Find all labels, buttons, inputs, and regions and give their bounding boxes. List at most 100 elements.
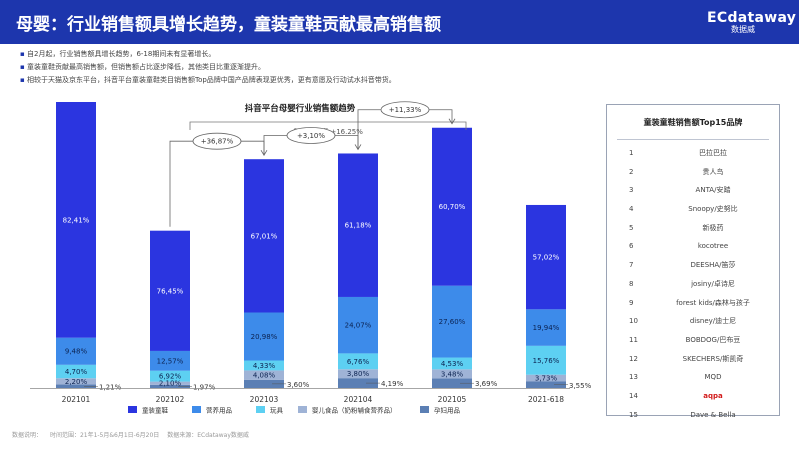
brand-list-item: 7 DEESHA/笛莎	[607, 256, 779, 275]
stacked-bar-chart: 抖音平台母婴行业销售额趋势 1,21% 2,20% 4,70% 9,48% 82,41% 2…	[30, 101, 592, 415]
x-tick-label: 2021-618	[528, 395, 564, 404]
brand-rank: 2	[629, 167, 634, 176]
data-label: 76,45%	[157, 287, 184, 295]
brand-rank: 8	[629, 279, 634, 288]
data-label: 2,10%	[159, 380, 182, 388]
data-label: 3,73%	[535, 375, 558, 383]
brand-rank: 3	[629, 186, 634, 195]
growth-badge	[286, 127, 336, 144]
page-title: 母婴：行业销售额具增长趋势，童装童鞋贡献最高销售额	[16, 15, 441, 35]
legend-swatch	[192, 406, 201, 413]
logo-text: ECdataway	[707, 10, 797, 26]
brand-list: 1 巴拉巴拉 2 贵人鸟 3 ANTA/安踏 4 Snoopy/史努比 5 新极药 6 kocotre…	[607, 144, 779, 424]
chart-title: 抖音平台母婴行业销售额趋势	[245, 103, 356, 114]
bar-segment	[432, 378, 472, 388]
data-label: 3,55%	[569, 382, 592, 390]
brand-rank: 15	[629, 410, 638, 419]
data-label: 6,76%	[347, 358, 370, 366]
bar-segment	[526, 345, 566, 375]
footnote: 数据说明： 时间范围：21年1-5月&6月1日-6月20日 数据来源：ECdat…	[12, 430, 255, 439]
legend-label: 孕妇用品	[434, 406, 460, 415]
bullet-item: 童装童鞋贡献最高销售额，但销售额占比逐步降低，其他类目比重逐渐提升。	[20, 61, 600, 74]
bar-segment	[56, 337, 96, 365]
summary-bullets: 自2月起，行业销售额具增长趋势，6-18期间未有显著增长。 童装童鞋贡献最高销售…	[20, 48, 600, 87]
bar-segment	[244, 370, 284, 380]
data-label: 4,08%	[253, 372, 276, 380]
data-label: 1,21%	[99, 383, 122, 391]
bar-segment	[338, 353, 378, 370]
brand-rank: 12	[629, 354, 638, 363]
arrow-head-icon	[448, 118, 456, 125]
brand-rank: 11	[629, 335, 638, 344]
bar-segment	[150, 230, 190, 351]
brand-rank: 5	[629, 223, 634, 232]
data-label: 24,07%	[345, 322, 372, 330]
data-label: 4,33%	[253, 362, 276, 370]
brand-name: forest kids/森林与孩子	[676, 298, 750, 307]
data-label: 6,92%	[159, 373, 182, 381]
bar-segment	[526, 374, 566, 382]
top15-brand-panel: 童装童鞋销售额Top15品牌 1 巴拉巴拉 2 贵人鸟 3 ANTA/安踏 4 Snoopy/…	[606, 104, 780, 419]
brand-rank: 1	[629, 149, 634, 157]
footnote-label: 数据说明：	[12, 432, 43, 439]
bar-segment	[56, 378, 96, 385]
bar-segment	[56, 364, 96, 379]
data-label: 12,57%	[157, 357, 184, 365]
brand-list-item: 8 josiny/卓诗尼	[607, 275, 779, 294]
growth-label: +11,33%	[389, 106, 422, 114]
brand-list-item: 14 aqpa	[607, 387, 779, 406]
data-label: 67,01%	[251, 232, 278, 240]
legend-swatch	[298, 406, 307, 413]
brand-list-item: 6 kocotree	[607, 237, 779, 256]
brand-name: aqpa	[703, 391, 723, 400]
brand-list-item: 12 SKECHERS/斯凯奇	[607, 350, 779, 369]
brand-rank: 7	[629, 261, 634, 270]
bar-segment	[432, 285, 472, 358]
brand-list-item: 15 Dave & Bella	[607, 406, 779, 425]
brand-name: BOBDOG/巴布豆	[685, 335, 741, 344]
brand-name: josiny/卓诗尼	[691, 279, 735, 288]
legend-swatch	[420, 406, 429, 413]
brand-name: MQD	[704, 373, 722, 382]
footnote-range: 时间范围：21年1-5月&6月1日-6月20日	[49, 432, 160, 439]
brand-rank: 10	[629, 317, 638, 326]
logo-subtext: 数据威	[731, 25, 755, 34]
top15-title: 童装童鞋销售额Top15品牌	[617, 105, 769, 140]
x-tick-label: 202103	[250, 395, 279, 404]
data-label: 4,53%	[441, 360, 464, 368]
footnote-source: 数据来源：ECdataway数据威	[167, 432, 249, 439]
brand-name: ANTA/安踏	[695, 186, 731, 195]
bar-segment	[150, 384, 190, 388]
data-label: 15,76%	[533, 357, 560, 365]
data-label: 60,70%	[439, 203, 466, 211]
brand-name: SKECHERS/斯凯奇	[682, 354, 744, 363]
legend-label: 童装童鞋	[142, 406, 169, 415]
x-tick-label: 202101	[62, 395, 91, 404]
brand-rank: 6	[629, 242, 634, 251]
data-label: 27,60%	[439, 318, 466, 326]
data-label: 82,41%	[63, 216, 90, 224]
x-tick-label: 202105	[438, 395, 467, 404]
brand-rank: 9	[629, 298, 634, 307]
data-label: 4,70%	[65, 368, 88, 376]
bar-segment	[338, 378, 378, 388]
bullet-item: 相较于天猫及京东平台，抖音平台童装童鞋类目销售额Top品牌中国产品牌表现更优秀，…	[20, 74, 600, 87]
bar-segment	[526, 309, 566, 346]
bar-segment	[150, 381, 190, 385]
brand-name: 新极药	[702, 223, 724, 232]
bar-segment	[432, 127, 472, 286]
header-bar: 母婴：行业销售额具增长趋势，童装童鞋贡献最高销售额 ECdataway 数据威	[0, 0, 799, 44]
growth-label: +36,87%	[201, 138, 234, 146]
legend-label: 玩具	[270, 407, 284, 415]
legend-label: 婴儿食品（奶粉辅食营养品）	[312, 406, 397, 415]
legend-swatch	[128, 406, 137, 413]
brand-rank: 13	[629, 373, 638, 382]
bullet-item: 自2月起，行业销售额具增长趋势，6-18期间未有显著增长。	[20, 48, 600, 61]
bar-segment	[150, 370, 190, 382]
bar-segment	[526, 381, 566, 388]
bar-segment	[150, 350, 190, 371]
brand-name: Snoopy/史努比	[688, 205, 738, 214]
bar-segment	[432, 369, 472, 379]
data-label: 3,80%	[347, 370, 370, 378]
brand-list-item: 9 forest kids/森林与孩子	[607, 294, 779, 313]
